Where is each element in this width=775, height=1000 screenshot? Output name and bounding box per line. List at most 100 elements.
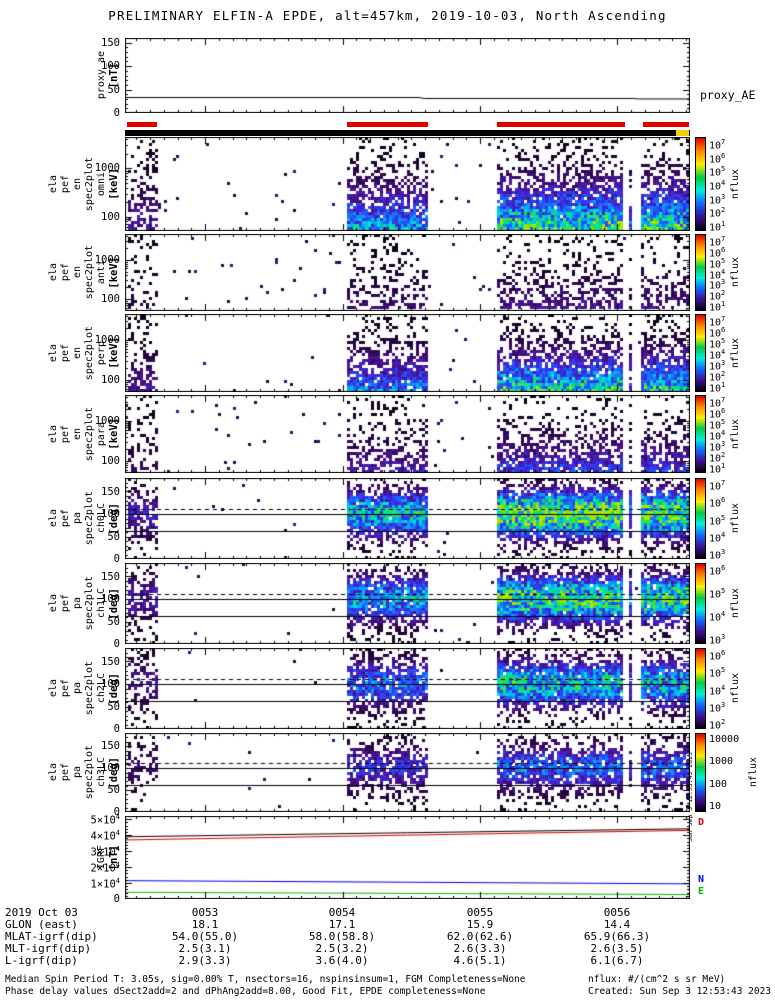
colorbar-en-omni (695, 137, 706, 231)
colorbar-en-para (695, 395, 706, 473)
ytick-en-anti-100: 100 (101, 293, 120, 306)
colorbar-label-pa-ch0LC: nflux (730, 503, 741, 534)
colorbar-tick-en-para-0: 107 (709, 396, 726, 410)
igrf-ytick-40000: 4×104 (90, 829, 120, 843)
proxy-ytick-150: 150 (101, 36, 120, 49)
ytick-en-anti-1000: 1000 (94, 253, 120, 266)
table-cell-0055-0: 15.9 (466, 918, 494, 931)
availability-bar-3 (642, 122, 689, 127)
colorbar-tick-en-omni-4: 103 (709, 192, 726, 206)
colorbar-tick-pa-ch2LC-3: 103 (709, 700, 726, 715)
ytick-pa-ch3LC-50: 50 (107, 784, 120, 797)
ylabel-line: ela (48, 594, 59, 613)
colorbar-tick-en-omni-6: 101 (709, 220, 726, 234)
ytick-en-perp-1000: 1000 (94, 334, 120, 347)
colorbar-label-en-omni: nflux (730, 168, 741, 200)
ytick-pa-ch3LC-0: 0 (113, 806, 120, 818)
colorbar-tick-pa-ch2LC-2: 104 (709, 683, 726, 697)
ytick-en-perp-100: 100 (101, 373, 120, 386)
table-cell-0054-2: 2.5(3.2) (315, 942, 369, 955)
igrf-series-letter-D: D (698, 817, 705, 828)
ylabel-line: pef (60, 263, 71, 282)
table-row-label-1: GLON (east) (5, 918, 78, 931)
colorbar-tick-en-perp-1: 106 (709, 326, 726, 340)
footer-created: Created: Sun Sep 3 12:53:43 2023 (588, 986, 772, 997)
colorbar-tick-en-perp-6: 101 (709, 381, 726, 395)
colorbar-tick-en-para-3: 104 (709, 429, 726, 443)
table-row-label-0: 2019 Oct 03 (5, 906, 78, 919)
colorbar-tick-en-anti-3: 104 (709, 267, 726, 281)
table-cell-0053-3: 2.9(3.3) (178, 954, 232, 967)
ylabel-line: en (72, 427, 83, 441)
colorbar-tick-pa-ch0LC-0: 107 (709, 479, 726, 493)
ytick-pa-ch2LC-150: 150 (101, 655, 120, 668)
igrf-series-letter-N: N (698, 874, 705, 885)
footer-nflux-units: nflux: #/(cm^2 s sr MeV) (588, 974, 726, 985)
time-tick-label-0056: 0056 (603, 906, 631, 919)
ylabel-line: ela (48, 263, 59, 282)
colorbar-label-wrap-en-omni: nflux (730, 137, 744, 231)
colorbar-label-wrap-en-para: nflux (730, 395, 744, 473)
table-cell-0055-1: 62.0(62.6) (446, 930, 514, 943)
ytick-pa-ch2LC-100: 100 (101, 678, 120, 690)
colorbar-label-wrap-pa-ch3LC: nflux (748, 733, 762, 812)
colorbar-pa-ch0LC (695, 478, 706, 559)
colorbar-label-wrap-pa-ch0LC: nflux (730, 478, 744, 559)
colorbar-label-en-para: nflux (730, 418, 741, 450)
colorbar-tick-pa-ch2LC-1: 105 (709, 666, 726, 680)
colorbar-tick-pa-ch1LC-3: 103 (709, 633, 726, 647)
colorbar-tick-pa-ch3LC-2: 100 (709, 778, 728, 790)
colorbar-label-pa-ch2LC: nflux (730, 673, 741, 704)
ytick-pa-ch0LC-0: 0 (113, 553, 120, 565)
quality-bar-yellow (675, 130, 689, 136)
colorbar-label-en-perp: nflux (730, 337, 741, 369)
spectro-panel-pa-ch1LC (125, 563, 690, 644)
proxy-ae-right-label: proxy_AE (700, 88, 756, 102)
ytick-en-omni-100: 100 (101, 210, 120, 223)
colorbar-tick-en-anti-2: 105 (709, 256, 726, 270)
colorbar-tick-pa-ch1LC-2: 104 (709, 610, 726, 624)
colorbar-label-pa-ch1LC: nflux (730, 588, 741, 619)
ylabel-line: ela (48, 679, 59, 698)
colorbar-tick-pa-ch2LC-0: 106 (709, 649, 726, 663)
igrf-ytick-50000: 5×104 (90, 813, 120, 827)
time-tick-label-0054: 0054 (328, 906, 356, 919)
spectro-panel-en-anti (125, 234, 690, 311)
colorbar-tick-pa-ch1LC-1: 105 (709, 587, 726, 601)
spectro-panel-en-perp (125, 314, 690, 392)
colorbar-tick-en-perp-4: 103 (709, 359, 726, 373)
colorbar-label-wrap-en-anti: nflux (730, 234, 744, 311)
colorbar-tick-en-omni-1: 106 (709, 151, 726, 165)
table-cell-0056-1: 65.9(66.3) (583, 930, 651, 943)
colorbar-tick-en-para-6: 101 (709, 462, 726, 476)
table-cell-0053-2: 2.5(3.1) (178, 942, 232, 955)
igrf-panel (125, 816, 690, 899)
figure-title: PRELIMINARY ELFIN-A EPDE, alt=457km, 201… (108, 8, 667, 23)
ytick-pa-ch2LC-50: 50 (107, 700, 120, 713)
ylabel-line: pef (60, 343, 71, 363)
colorbar-tick-pa-ch1LC-0: 106 (709, 564, 726, 578)
colorbar-tick-en-anti-6: 101 (709, 300, 726, 314)
colorbar-tick-pa-ch3LC-3: 10 (709, 801, 722, 812)
proxy-ytick-100: 100 (101, 60, 120, 73)
igrf-ytick-10000: 1×104 (90, 877, 120, 891)
ylabel-line: ela (48, 509, 59, 528)
ytick-pa-ch0LC-150: 150 (101, 485, 120, 498)
colorbar-tick-en-para-4: 103 (709, 440, 726, 454)
ytick-pa-ch3LC-100: 100 (101, 762, 120, 775)
footer-line-2: Phase delay values dSect2add=2 and dPhAn… (5, 986, 486, 997)
colorbar-tick-en-para-1: 106 (709, 407, 726, 421)
colorbar-tick-pa-ch0LC-4: 103 (709, 548, 726, 562)
spectro-panel-pa-ch3LC (125, 733, 690, 812)
colorbar-label-wrap-pa-ch2LC: nflux (730, 648, 744, 729)
colorbar-label-wrap-en-perp: nflux (730, 314, 744, 392)
colorbar-pa-ch3LC (695, 733, 706, 812)
time-tick-label-0053: 0053 (191, 906, 219, 919)
igrf-ytick-0: 0 (113, 893, 120, 905)
colorbar-pa-ch1LC (695, 563, 706, 644)
ytick-pa-ch1LC-50: 50 (107, 615, 120, 628)
colorbar-tick-pa-ch3LC-1: 1000 (709, 756, 734, 768)
ytick-pa-ch1LC-150: 150 (101, 570, 120, 583)
proxy-ae-ylabel: proxy_ae [nT] (34, 38, 120, 113)
